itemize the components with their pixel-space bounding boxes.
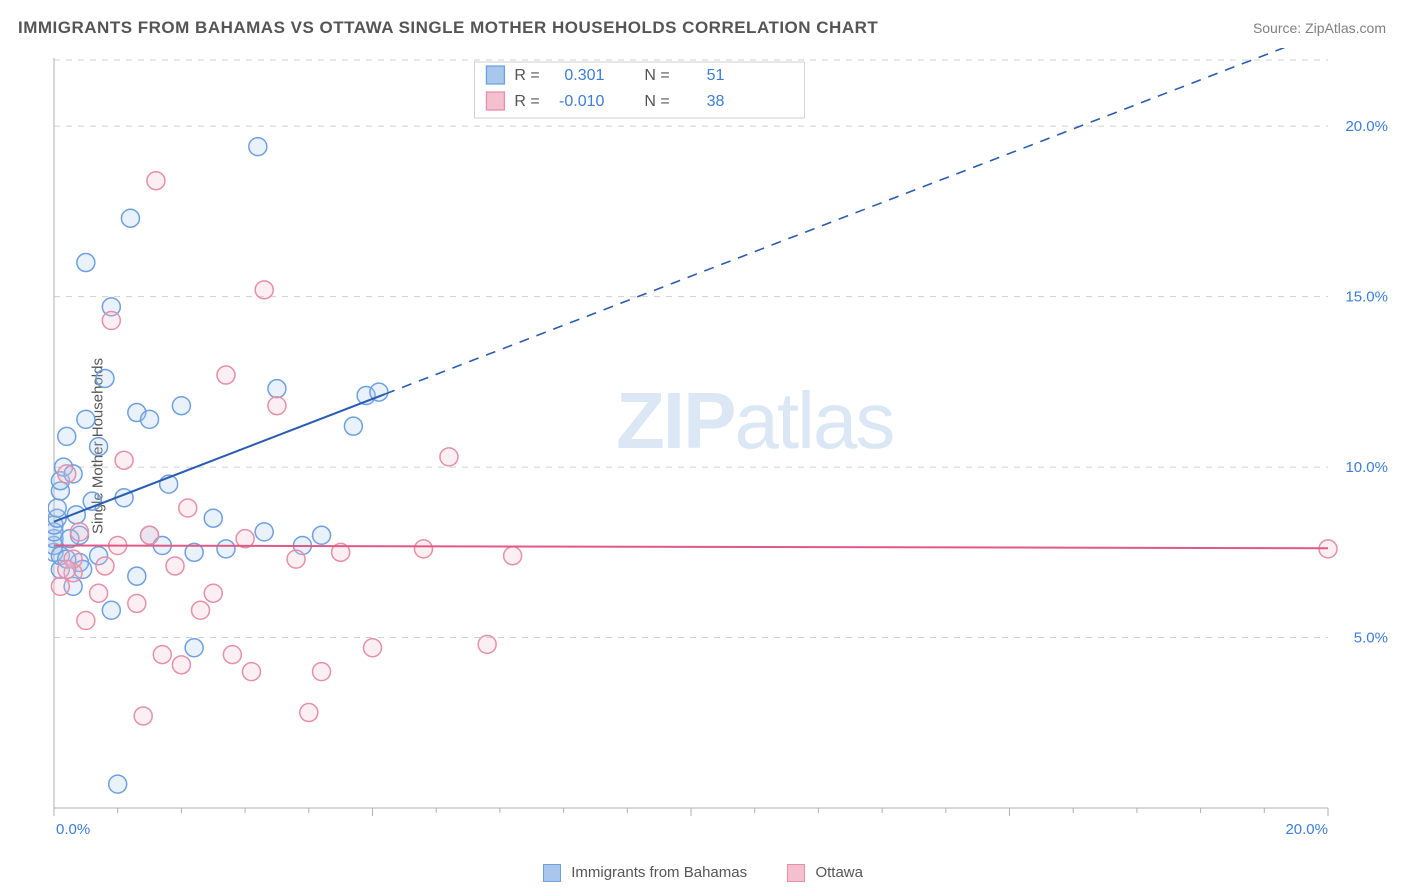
- legend-swatch-bahamas: [543, 864, 561, 882]
- legend-swatch-ottawa: [787, 864, 805, 882]
- svg-text:15.0%: 15.0%: [1345, 289, 1388, 306]
- legend-label-ottawa: Ottawa: [815, 864, 863, 881]
- bottom-legend: Immigrants from Bahamas Ottawa: [0, 864, 1406, 882]
- legend-item-ottawa: Ottawa: [787, 864, 863, 882]
- legend-item-bahamas: Immigrants from Bahamas: [543, 864, 747, 882]
- svg-text:20.0%: 20.0%: [1285, 821, 1328, 838]
- svg-text:0.0%: 0.0%: [56, 821, 90, 838]
- svg-text:ZIPatlas: ZIPatlas: [616, 376, 893, 465]
- svg-text:-0.010: -0.010: [559, 93, 604, 110]
- svg-text:R =: R =: [514, 93, 539, 110]
- svg-text:20.0%: 20.0%: [1345, 118, 1388, 135]
- chart-plot-area: ZIPatlas 0.0% 20.0% 5.0% 10.0% 15.0% 20.0% R = 0…: [48, 48, 1398, 844]
- svg-text:0.301: 0.301: [564, 67, 604, 84]
- svg-text:38: 38: [707, 93, 725, 110]
- svg-text:R =: R =: [514, 67, 539, 84]
- legend-label-bahamas: Immigrants from Bahamas: [571, 864, 747, 881]
- svg-text:51: 51: [707, 67, 725, 84]
- svg-text:5.0%: 5.0%: [1354, 630, 1388, 647]
- chart-title: IMMIGRANTS FROM BAHAMAS VS OTTAWA SINGLE…: [18, 18, 878, 38]
- svg-text:10.0%: 10.0%: [1345, 459, 1388, 476]
- source-label: Source: ZipAtlas.com: [1253, 20, 1386, 36]
- svg-text:N =: N =: [644, 67, 669, 84]
- scatter-chart-svg: ZIPatlas 0.0% 20.0% 5.0% 10.0% 15.0% 20.0% R = 0…: [48, 48, 1398, 844]
- svg-text:N =: N =: [644, 93, 669, 110]
